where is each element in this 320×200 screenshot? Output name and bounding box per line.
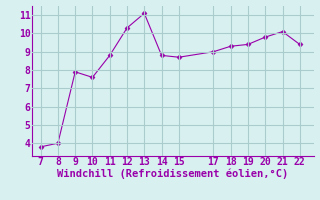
X-axis label: Windchill (Refroidissement éolien,°C): Windchill (Refroidissement éolien,°C): [57, 169, 288, 179]
